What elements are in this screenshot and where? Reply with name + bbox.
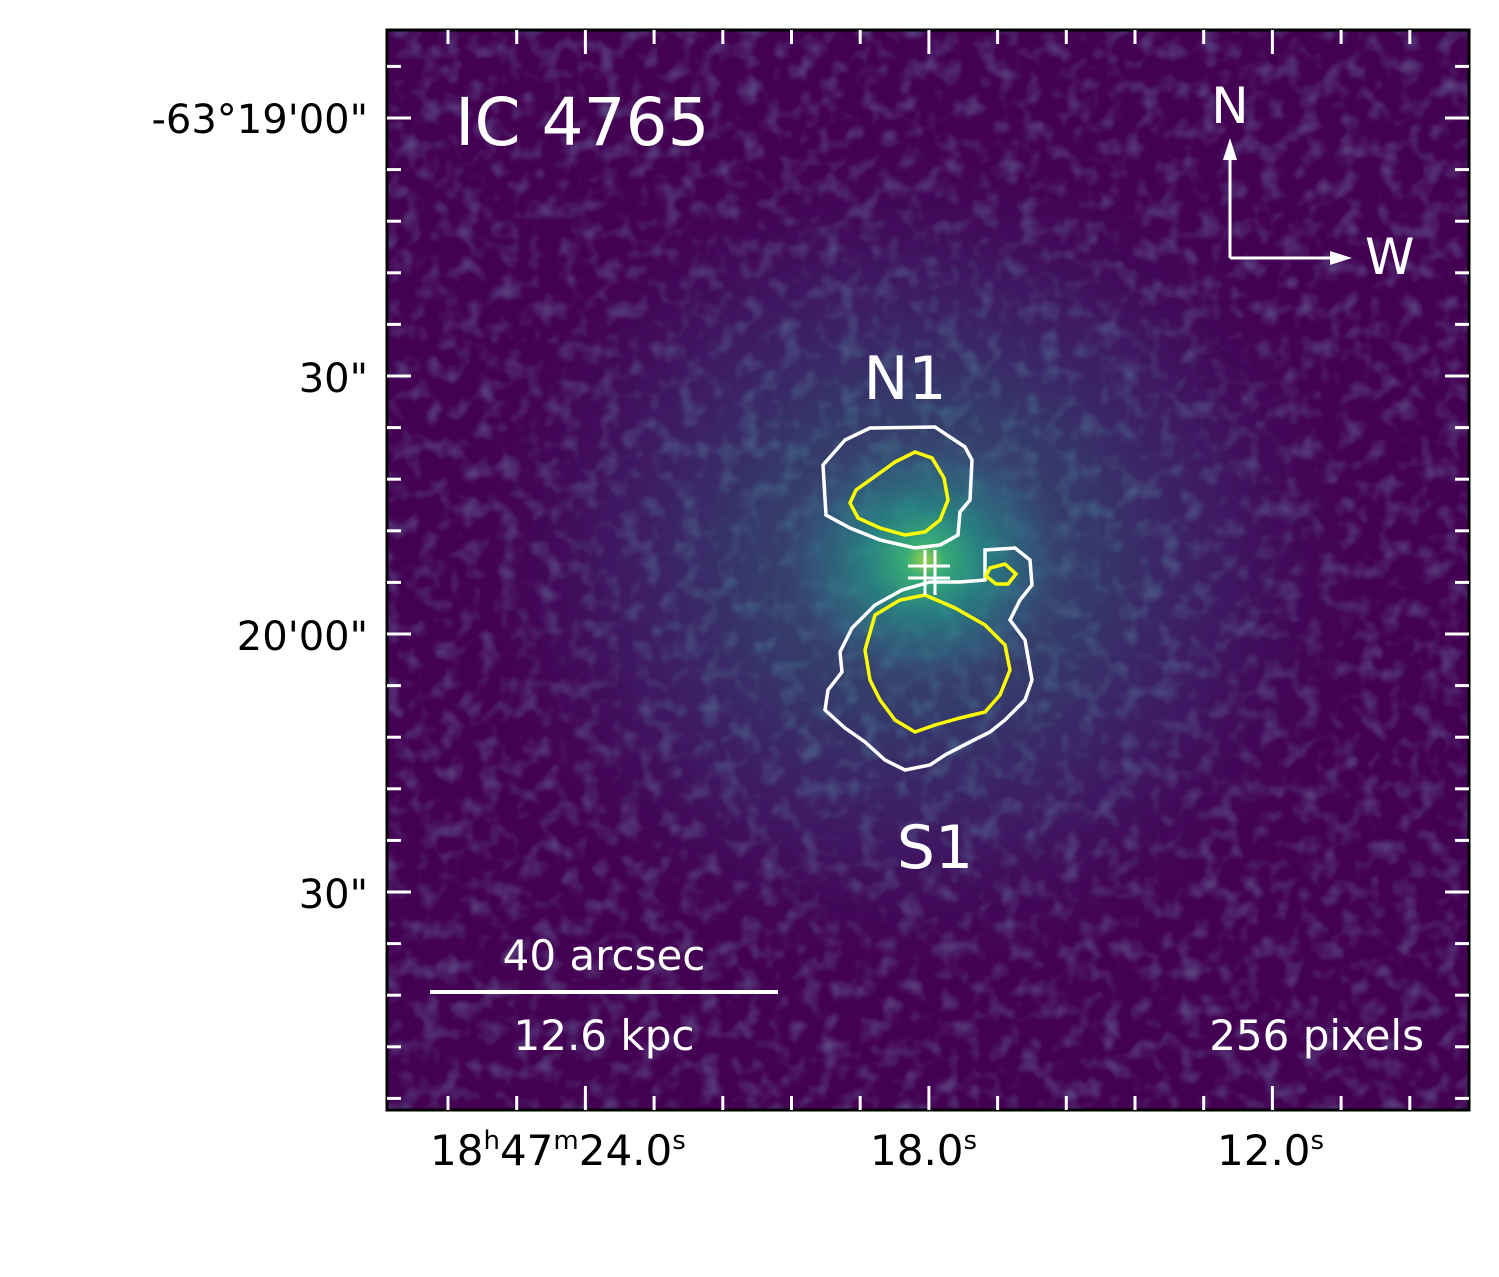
- contour-inner-north: [848, 450, 950, 537]
- x-tick-label: 18.0s: [870, 1126, 977, 1175]
- compass: [1223, 138, 1352, 265]
- compass-west-label: W: [1365, 228, 1414, 286]
- contour-inner-south: [863, 593, 1012, 734]
- contour-outer-south: [823, 546, 1034, 772]
- x-tick-label: 12.0s: [1217, 1126, 1324, 1175]
- compass-north-label: N: [1211, 77, 1248, 135]
- nucleus-cross: [908, 550, 950, 595]
- object-title: IC 4765: [455, 84, 710, 161]
- west-arrowhead: [1330, 251, 1352, 265]
- y-tick-label: 30": [299, 872, 368, 918]
- region-label-s1: S1: [897, 813, 973, 883]
- region-label-n1: N1: [863, 344, 946, 414]
- scale-bar-physical-label: 12.6 kpc: [514, 1011, 695, 1060]
- y-tick-label: -63°19'00": [151, 97, 368, 143]
- y-tick-label: 20'00": [237, 614, 368, 660]
- image-panel: [387, 30, 1469, 1110]
- y-tick-label: 30": [299, 356, 368, 402]
- x-tick-label: 18h47m24.0s: [430, 1126, 686, 1175]
- contour-inner-knot: [983, 562, 1019, 586]
- axis-ticks: [387, 30, 1469, 1110]
- north-arrowhead: [1223, 138, 1237, 160]
- pixel-note: 256 pixels: [1209, 1011, 1424, 1060]
- contour-outer-north: [821, 425, 974, 550]
- scale-bar-angular-label: 40 arcsec: [503, 931, 706, 980]
